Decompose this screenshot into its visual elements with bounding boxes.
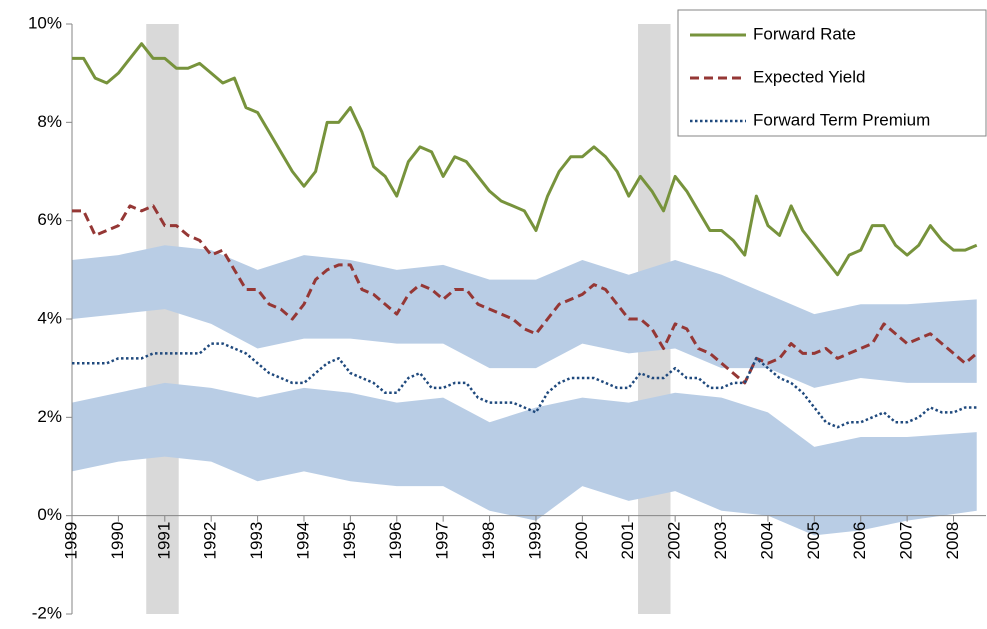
x-tick-label: 2003 xyxy=(711,522,730,560)
x-tick-label: 1992 xyxy=(201,522,220,560)
x-tick-label: 2000 xyxy=(572,522,591,560)
y-tick-label: 10% xyxy=(28,13,62,32)
legend-label: Forward Term Premium xyxy=(753,110,930,129)
series-line xyxy=(72,204,978,385)
y-tick-label: 8% xyxy=(37,112,62,131)
legend: Forward Rate Expected Yield Forward Term P… xyxy=(677,9,987,137)
y-tick-label: 2% xyxy=(37,407,62,426)
x-tick-label: 1999 xyxy=(525,522,544,560)
x-tick-label: 1993 xyxy=(247,522,266,560)
y-tick-label: -2% xyxy=(32,603,62,622)
x-tick-label: 1998 xyxy=(479,522,498,560)
x-tick-label: 2006 xyxy=(850,522,869,560)
x-tick-label: 1996 xyxy=(386,522,405,560)
legend-label: Expected Yield xyxy=(753,67,865,86)
x-tick-label: 2004 xyxy=(757,522,776,560)
x-tick-label: 1991 xyxy=(154,522,173,560)
series-line xyxy=(72,42,978,277)
series-line xyxy=(72,342,977,429)
x-tick-label: 1990 xyxy=(108,522,127,560)
x-tick-label: 1997 xyxy=(433,522,452,560)
y-tick-label: 0% xyxy=(37,505,62,524)
x-tick-label: 2007 xyxy=(897,522,916,560)
x-tick-label: 2005 xyxy=(804,522,823,560)
x-tick-label: 1995 xyxy=(340,522,359,560)
y-tick-label: 4% xyxy=(37,308,62,327)
confidence-band xyxy=(72,245,977,388)
y-tick-label: 6% xyxy=(37,210,62,229)
confidence-band xyxy=(72,382,977,536)
legend-box xyxy=(677,9,987,137)
x-tick-label: 1994 xyxy=(293,522,312,560)
legend-label: Forward Rate xyxy=(753,24,856,43)
x-tick-label: 2008 xyxy=(943,522,962,560)
x-tick-label: 2002 xyxy=(665,522,684,560)
x-tick-label: 2001 xyxy=(618,522,637,560)
x-tick-label: 1989 xyxy=(61,522,80,560)
